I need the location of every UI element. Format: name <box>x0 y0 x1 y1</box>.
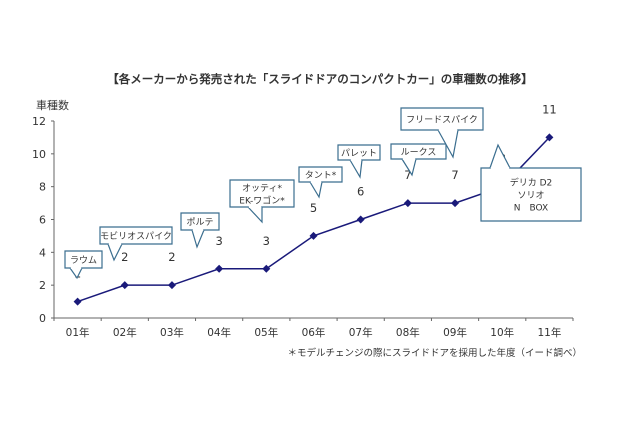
data-point <box>545 133 554 142</box>
chart-title: 【各メーカーから発売された「スライドドアのコンパクトカー」の車種数の推移】 <box>107 72 533 86</box>
callout-pointer <box>309 181 323 199</box>
callout-box <box>337 144 381 161</box>
callout-text: EK-ワゴン* <box>239 194 285 206</box>
callout-pointer <box>69 267 83 280</box>
data-label: 2 <box>121 250 128 264</box>
callout-box <box>99 226 173 245</box>
data-label: 7 <box>404 168 411 182</box>
data-point <box>262 264 271 273</box>
data-point <box>215 264 224 273</box>
callout-text: ソリオ <box>517 190 544 201</box>
callout-text: パレット <box>341 148 377 159</box>
y-tick-label: 0 <box>39 312 46 325</box>
callout-pointer <box>437 129 459 159</box>
callout-text: N BOX <box>514 204 548 214</box>
data-point <box>356 215 365 224</box>
x-tick-label: 06年 <box>302 326 326 339</box>
data-label: 3 <box>215 234 222 248</box>
y-axis-label: 車種数 <box>36 98 69 112</box>
callout-pointer <box>401 158 417 177</box>
callout-box <box>64 250 103 269</box>
x-tick-label: 04年 <box>207 326 231 339</box>
data-label: 11 <box>542 102 557 116</box>
callout-text: モビリオスパイク <box>100 231 172 242</box>
callout-pointer <box>107 243 123 262</box>
x-tick-label: 03年 <box>160 326 184 339</box>
data-point <box>403 199 412 208</box>
data-point <box>120 281 129 290</box>
callout-text: タント* <box>305 170 337 181</box>
callout-pointer <box>191 229 205 249</box>
y-tick-label: 6 <box>39 214 46 227</box>
x-tick-label: 08年 <box>396 326 420 339</box>
callout-pointer <box>489 143 511 169</box>
callout-box <box>390 143 447 160</box>
series-line <box>77 136 550 303</box>
y-tick-label: 12 <box>32 115 46 128</box>
callout-text: ポルテ <box>186 217 213 228</box>
data-label: 3 <box>263 234 270 248</box>
callout-text: オッティ* <box>242 183 282 194</box>
data-label: 7 <box>451 168 458 182</box>
callout-pointer <box>247 206 263 224</box>
callout-box <box>400 107 484 131</box>
y-tick-label: 8 <box>39 181 46 194</box>
callout-text: ラウム <box>70 255 97 266</box>
data-point <box>73 297 82 306</box>
callout-text: ルークス <box>401 147 437 158</box>
callout-box <box>180 212 220 231</box>
data-point <box>167 281 176 290</box>
callout-box <box>229 179 295 208</box>
x-tick-label: 07年 <box>349 326 373 339</box>
data-label: 6 <box>357 185 364 199</box>
x-tick-label: 01年 <box>66 326 90 339</box>
x-tick-label: 05年 <box>254 326 278 339</box>
x-tick-label: 09年 <box>443 326 467 339</box>
data-label: 2 <box>168 250 175 264</box>
data-point <box>451 199 460 208</box>
callout-box <box>480 167 582 222</box>
footnote: ＊モデルチェンジの際にスライドドアを採用した年度（イード調べ） <box>287 347 582 359</box>
x-tick-label: 02年 <box>113 326 137 339</box>
callout-text: フリードスパイク <box>406 115 478 126</box>
callout-text: デリカ D2 <box>510 177 553 189</box>
callout-pointer <box>349 159 363 179</box>
data-label: 5 <box>310 201 317 215</box>
y-tick-label: 2 <box>39 279 46 292</box>
y-tick-label: 10 <box>32 148 46 161</box>
callout-box <box>298 166 343 183</box>
x-tick-label: 10年 <box>490 326 514 339</box>
data-point <box>309 231 318 240</box>
y-tick-label: 4 <box>39 246 46 259</box>
x-tick-label: 11年 <box>537 326 561 339</box>
